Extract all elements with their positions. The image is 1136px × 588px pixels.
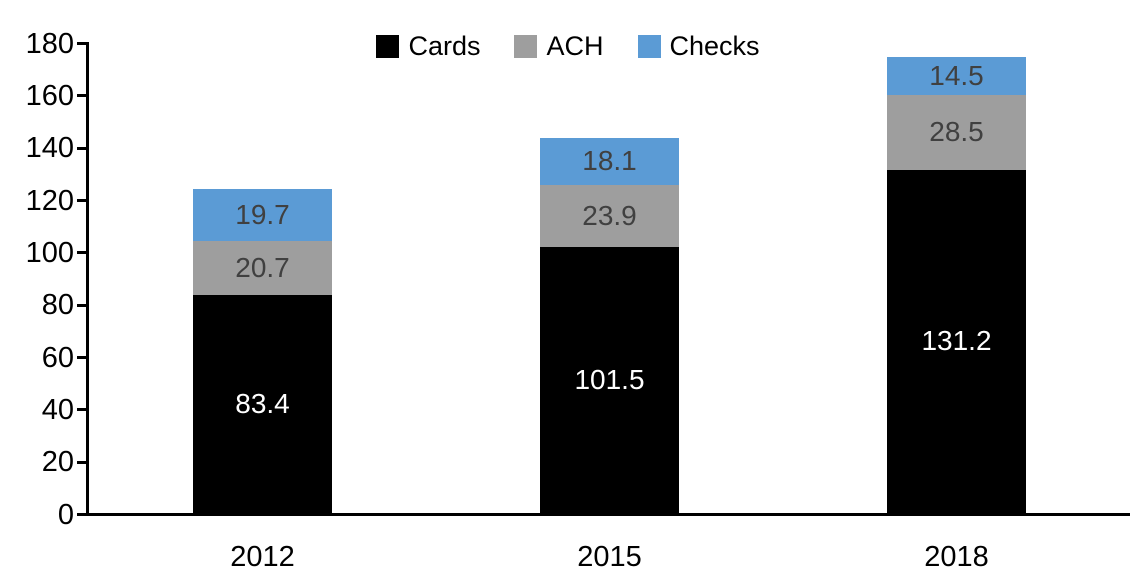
checks-swatch-icon [637,35,661,58]
y-axis-tick [77,513,86,516]
y-axis-line [86,42,89,516]
bar-segment-ach: 20.7 [193,240,332,295]
bar-segment-checks: 14.5 [887,57,1026,96]
legend-item-cards: Cards [376,33,480,60]
legend-label-ach: ACH [546,31,604,61]
bar-value-label: 19.7 [235,198,290,230]
ach-swatch-icon [514,35,538,58]
bar-value-label: 20.7 [235,251,290,283]
y-axis-tick [77,460,86,464]
y-axis-tick [77,146,86,150]
y-axis-tick [77,408,86,412]
legend-item-checks: Checks [637,31,760,61]
y-axis-tick [77,42,86,45]
y-axis-tick-label: 160 [25,79,74,112]
bar-segment-checks: 18.1 [540,137,679,185]
legend-item-ach: ACH [514,31,604,61]
bar-value-label: 131.2 [921,325,992,357]
y-axis-tick-label: 140 [25,132,74,165]
y-axis-tick [77,356,86,359]
y-axis-tick-label: 0 [57,498,74,531]
bar-segment-cards: 83.4 [193,294,332,513]
y-axis-tick-label: 40 [41,393,74,426]
bar-segment-checks: 19.7 [193,189,332,241]
legend-label-checks: Checks [669,31,760,61]
x-axis-label: 2015 [577,541,642,573]
bar-value-label: 18.1 [582,145,637,177]
y-axis-tick [77,251,86,255]
y-axis-tick [77,199,86,202]
bar-value-label: 28.5 [929,116,984,148]
bar-segment-cards: 131.2 [887,169,1026,513]
y-axis-tick-label: 100 [25,236,74,269]
y-axis-tick [77,303,86,307]
bar-value-label: 101.5 [574,364,645,396]
x-axis-line [86,513,1130,516]
y-axis-tick [77,94,86,98]
cards-swatch-icon [376,35,400,58]
y-axis-tick-label: 180 [25,27,74,60]
x-axis-label: 2012 [230,541,295,573]
y-axis-tick-label: 80 [41,289,74,322]
x-axis-label: 2018 [924,541,989,573]
bar-value-label: 83.4 [235,387,290,419]
y-axis-tick-label: 60 [41,341,74,374]
bar-value-label: 14.5 [929,60,984,92]
y-axis-tick-label: 20 [41,446,74,479]
bar-segment-ach: 23.9 [540,184,679,248]
bar-segment-ach: 28.5 [887,95,1026,170]
y-axis-tick-label: 120 [25,184,74,217]
legend: Cards ACH Checks [0,33,1136,60]
bar-segment-cards: 101.5 [540,247,679,513]
bar-value-label: 23.9 [582,200,637,232]
legend-label-cards: Cards [408,31,481,61]
